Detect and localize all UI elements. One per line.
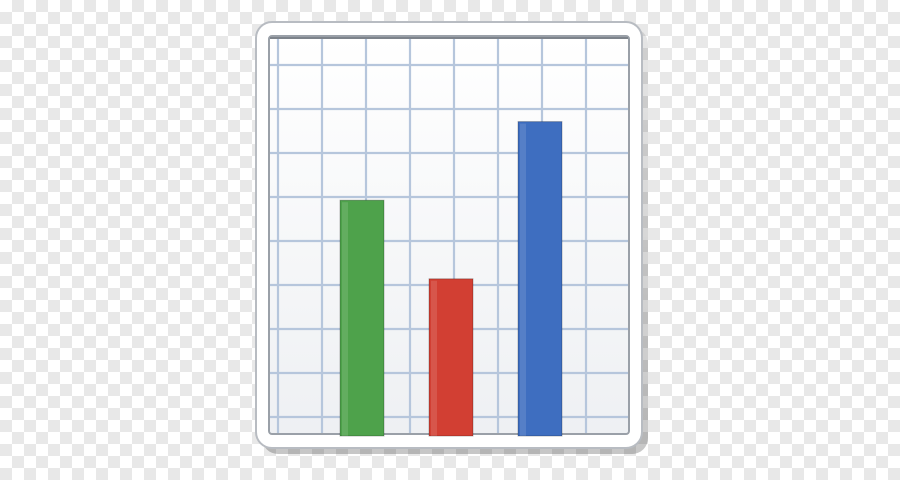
chart-bar-2 xyxy=(428,278,474,437)
chart-bars xyxy=(339,121,563,437)
chart-bar-highlight xyxy=(520,123,526,436)
chart-bar-highlight xyxy=(342,202,348,436)
chart-bar-1 xyxy=(339,199,385,437)
chart-bar-3 xyxy=(517,121,563,437)
chart-bar-highlight xyxy=(431,280,437,436)
